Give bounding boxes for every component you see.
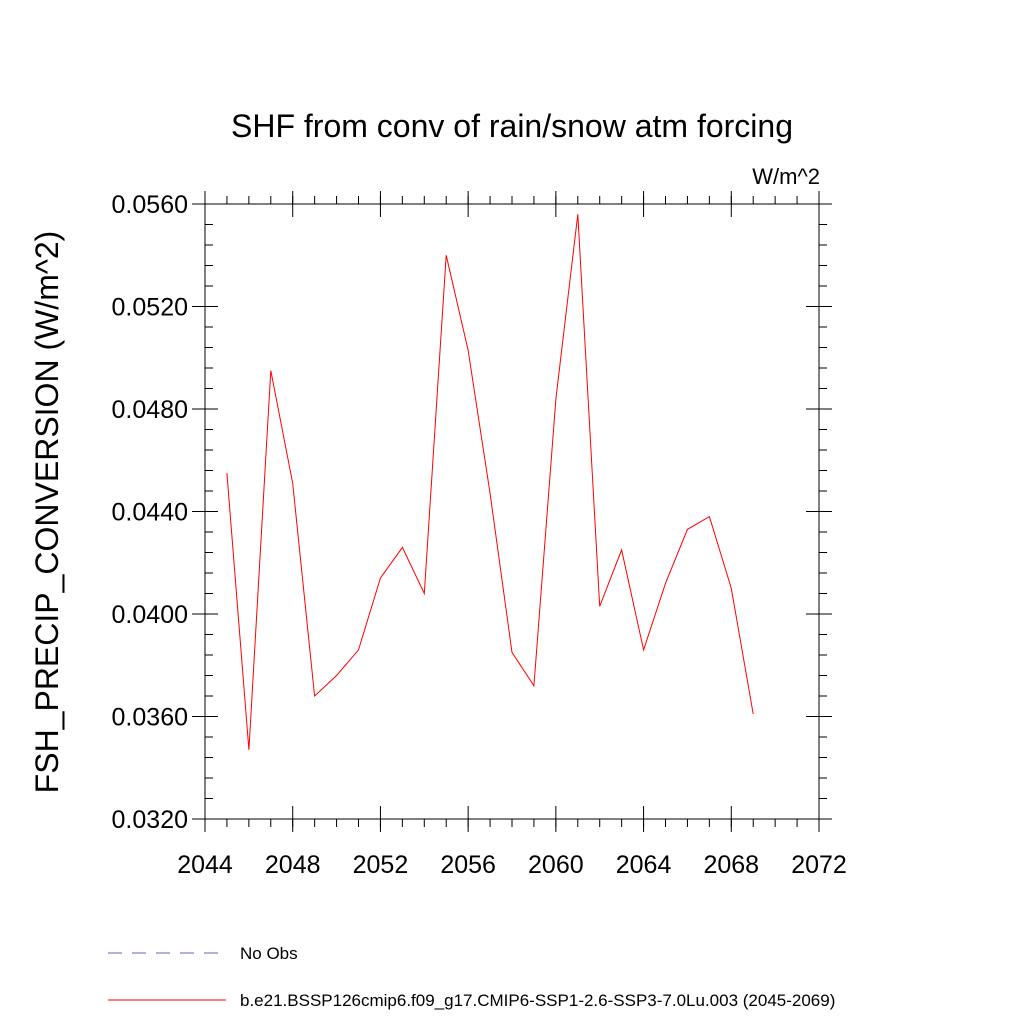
- data-point: [709, 516, 711, 518]
- x-minor-ticks: [204, 196, 820, 827]
- data-point: [511, 652, 513, 654]
- data-point: [402, 547, 404, 549]
- data-point: [270, 370, 272, 372]
- y-tick-label: 0.0320: [112, 806, 188, 834]
- x-tick-label: 2064: [616, 851, 672, 879]
- data-point: [445, 254, 447, 256]
- data-point: [358, 649, 360, 651]
- x-tick-label: 2052: [353, 851, 409, 879]
- x-tick-label: 2044: [177, 851, 233, 879]
- y-major-ticks: [192, 203, 832, 820]
- data-point: [687, 529, 689, 531]
- x-tick-label: 2056: [440, 851, 496, 879]
- data-point: [336, 675, 338, 677]
- data-point: [577, 213, 579, 215]
- y-tick-label: 0.0400: [112, 601, 188, 629]
- data-point: [248, 749, 250, 751]
- data-point: [643, 649, 645, 651]
- plot-frame: [204, 203, 820, 820]
- x-major-ticks: [204, 191, 820, 832]
- data-point: [533, 685, 535, 687]
- x-tick-label: 2060: [528, 851, 584, 879]
- data-series-group: [226, 213, 754, 751]
- x-tick-label: 2068: [703, 851, 759, 879]
- series-line: [226, 214, 754, 750]
- chart-title: SHF from conv of rain/snow atm forcing: [231, 108, 793, 144]
- y-tick-label: 0.0520: [112, 294, 188, 322]
- y-tick-labels: 0.0320 0.0360 0.0400 0.0440 0.0480 0.0520 0.05…: [112, 191, 188, 834]
- data-point: [621, 549, 623, 551]
- y-tick-label: 0.0480: [112, 396, 188, 424]
- data-point: [555, 398, 557, 400]
- data-point: [467, 349, 469, 351]
- x-tick-label: 2072: [791, 851, 847, 879]
- y-minor-ticks: [205, 203, 827, 820]
- data-point: [599, 606, 601, 608]
- y-tick-label: 0.0360: [112, 704, 188, 732]
- data-point: [226, 472, 228, 474]
- data-point: [292, 483, 294, 485]
- y-tick-label: 0.0560: [112, 191, 188, 219]
- data-point: [665, 582, 667, 584]
- x-tick-label: 2048: [265, 851, 321, 879]
- y-axis-label: FSH_PRECIP_CONVERSION (W/m^2): [29, 231, 65, 794]
- units-label: W/m^2: [752, 164, 820, 189]
- legend-label-model-run: b.e21.BSSP126cmip6.f09_g17.CMIP6-SSP1-2.…: [240, 991, 835, 1010]
- data-point: [730, 588, 732, 590]
- legend-label-no-obs: No Obs: [240, 944, 298, 963]
- y-tick-label: 0.0440: [112, 499, 188, 527]
- data-point: [380, 577, 382, 579]
- data-point: [423, 593, 425, 595]
- legend: No Obs b.e21.BSSP126cmip6.f09_g17.CMIP6-…: [108, 944, 835, 1010]
- data-point: [489, 493, 491, 495]
- data-point: [314, 695, 316, 697]
- x-tick-labels: 2044 2048 2052 2056 2060 2064 2068 2072: [177, 851, 847, 879]
- data-point: [752, 713, 754, 715]
